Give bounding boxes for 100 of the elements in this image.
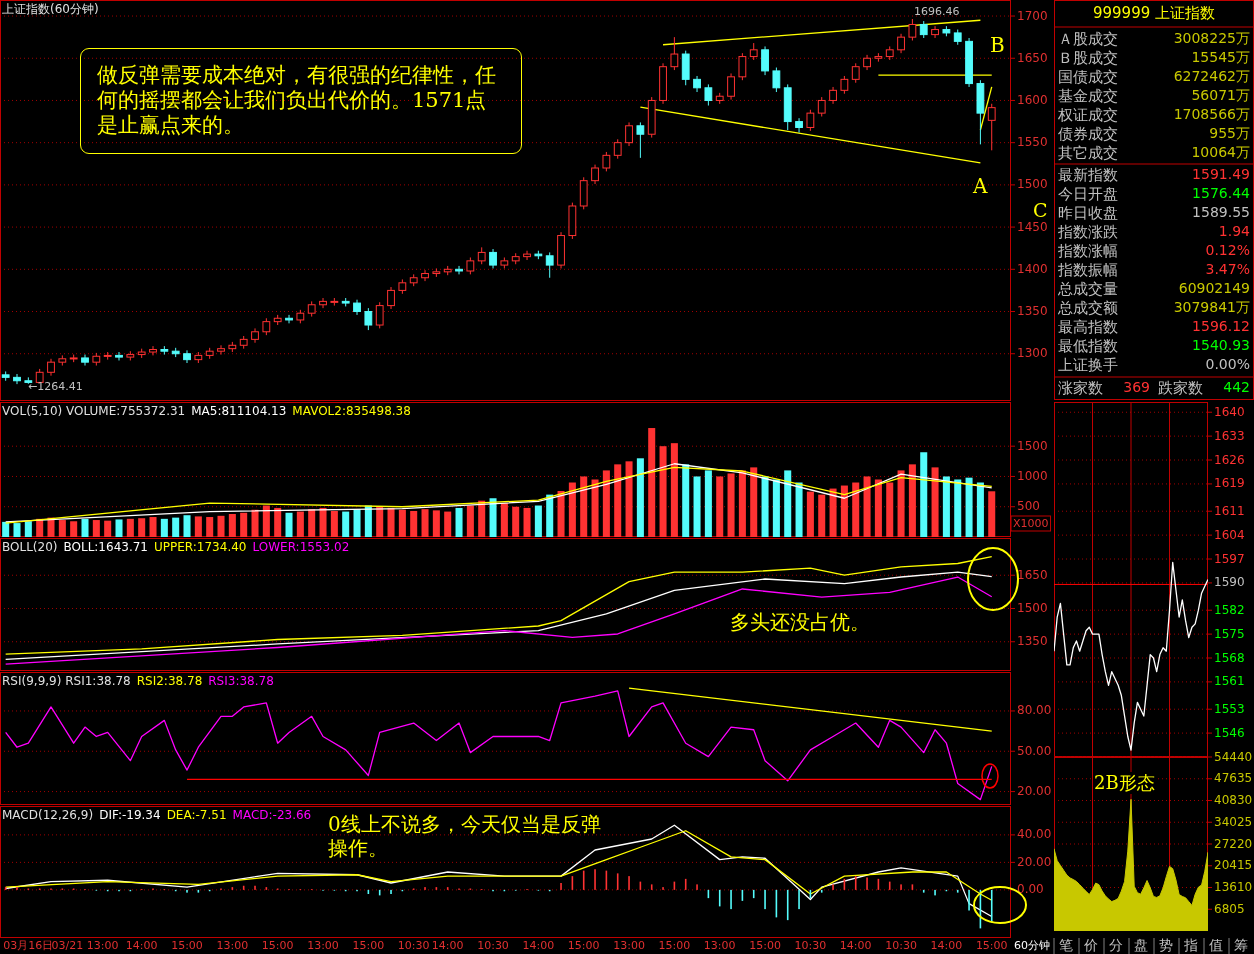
bar	[444, 511, 452, 537]
candlestick	[625, 121, 633, 147]
category-label: 上证换手	[1058, 355, 1118, 374]
category-label: 总成交量	[1057, 279, 1118, 298]
x-tick-label: 10:30	[885, 939, 917, 952]
y-tick-label: 1500	[1017, 600, 1048, 615]
bar	[614, 464, 622, 537]
y-tick-label: 20.00	[1017, 784, 1052, 799]
y-tick-label: 1597	[1214, 551, 1245, 566]
text: 1591.49	[1192, 166, 1250, 182]
text: 0.00%	[1205, 356, 1250, 372]
y-tick-label: 50.00	[1017, 743, 1052, 758]
chart-subtitle: MACD:-23.66	[232, 807, 312, 822]
bar	[47, 517, 55, 537]
candlestick	[591, 164, 599, 185]
y-tick-label: 1633	[1214, 428, 1245, 443]
category-label: 基金成交	[1058, 86, 1118, 105]
category-label: 其它成交	[1058, 143, 1118, 162]
x-tick-label: 03/21 13:00	[51, 939, 119, 952]
text: 60902149	[1178, 280, 1250, 296]
candlestick	[81, 354, 89, 367]
annotation: 1696.46	[914, 5, 960, 19]
text: 指	[1183, 937, 1198, 953]
bar	[319, 507, 327, 537]
y-tick-label: 1650	[1017, 50, 1048, 65]
bar	[92, 520, 100, 537]
candlestick	[455, 265, 463, 275]
bar	[410, 510, 418, 537]
bar	[886, 482, 894, 537]
text: 价	[1083, 937, 1098, 953]
text: 3079841万	[1173, 299, 1250, 315]
category-label: 跌家数	[1158, 378, 1203, 397]
candlestick	[931, 25, 939, 39]
text: 1540.93	[1192, 337, 1250, 353]
x-tick-label: 13:00	[613, 939, 645, 952]
bar	[342, 511, 350, 537]
text: 1596.12	[1192, 318, 1250, 334]
bar	[240, 512, 248, 537]
x-tick-label: 14:00	[930, 939, 963, 952]
y-tick-label: 500	[1017, 499, 1040, 514]
bar	[852, 482, 860, 537]
y-tick-label: 0.00	[1017, 882, 1044, 897]
candlestick	[115, 351, 123, 361]
bar	[591, 479, 599, 537]
y-tick-label: 1611	[1214, 503, 1245, 518]
x-tick-label: 13:00	[703, 939, 736, 952]
text: 值	[1209, 937, 1223, 953]
candlestick	[285, 314, 293, 324]
candlestick	[738, 52, 747, 81]
bar	[840, 485, 848, 537]
bar	[659, 446, 667, 537]
x-tick-label: 15:00	[261, 939, 294, 952]
annotation: 多头还没占优。	[730, 610, 871, 634]
text: 1576.44	[1192, 185, 1250, 201]
bar	[478, 500, 486, 537]
chart-title: BOLL(20)	[2, 539, 58, 554]
y-tick-label: 1350	[1017, 304, 1048, 319]
x-tick-label: 10:30	[794, 939, 827, 952]
text: 1589.55	[1192, 204, 1250, 220]
text: 0.12%	[1205, 242, 1250, 258]
candlestick	[851, 62, 860, 84]
candlestick	[761, 45, 769, 76]
bar	[376, 506, 384, 537]
chart-title: 上证指数(60分钟)	[2, 1, 99, 16]
bar	[13, 523, 21, 537]
bar	[262, 505, 270, 537]
bar	[682, 464, 690, 537]
candlestick	[908, 18, 917, 42]
bar	[988, 491, 996, 537]
bar	[523, 507, 531, 537]
bar	[421, 509, 429, 537]
bar	[750, 467, 758, 537]
bar	[976, 482, 984, 537]
bar	[716, 476, 724, 537]
text: C	[1033, 199, 1048, 221]
text: 999999 上证指数	[1092, 3, 1216, 22]
text: BOLL:1643.71	[63, 539, 148, 554]
candlestick	[364, 307, 373, 331]
category-label: 最高指数	[1058, 317, 1118, 336]
bar	[546, 494, 554, 537]
bar	[761, 476, 769, 537]
bar	[172, 517, 180, 537]
candlestick	[149, 345, 157, 356]
bar	[636, 458, 644, 537]
category-label: 权证成交	[1057, 105, 1118, 124]
category-label: Ａ股成交	[1058, 29, 1118, 48]
bar	[466, 505, 474, 537]
bar	[228, 514, 236, 537]
text: DEA:-7.51	[166, 807, 227, 822]
bar	[160, 518, 168, 537]
chart-title: MACD(12,26,9)	[2, 807, 94, 822]
candlestick	[183, 349, 191, 364]
text: 369	[1123, 379, 1150, 395]
candlestick	[613, 138, 622, 160]
annotation: 做反弹需要成本绝对，有很强的纪律性，任何的摇摆都会让我们负出代价的。1571点是止赢点来的。	[80, 48, 522, 154]
bar	[648, 428, 656, 537]
y-tick-label: 1640	[1214, 404, 1245, 419]
text: UPPER:1734.40	[154, 539, 247, 554]
bar	[308, 509, 316, 537]
bar	[818, 494, 826, 537]
